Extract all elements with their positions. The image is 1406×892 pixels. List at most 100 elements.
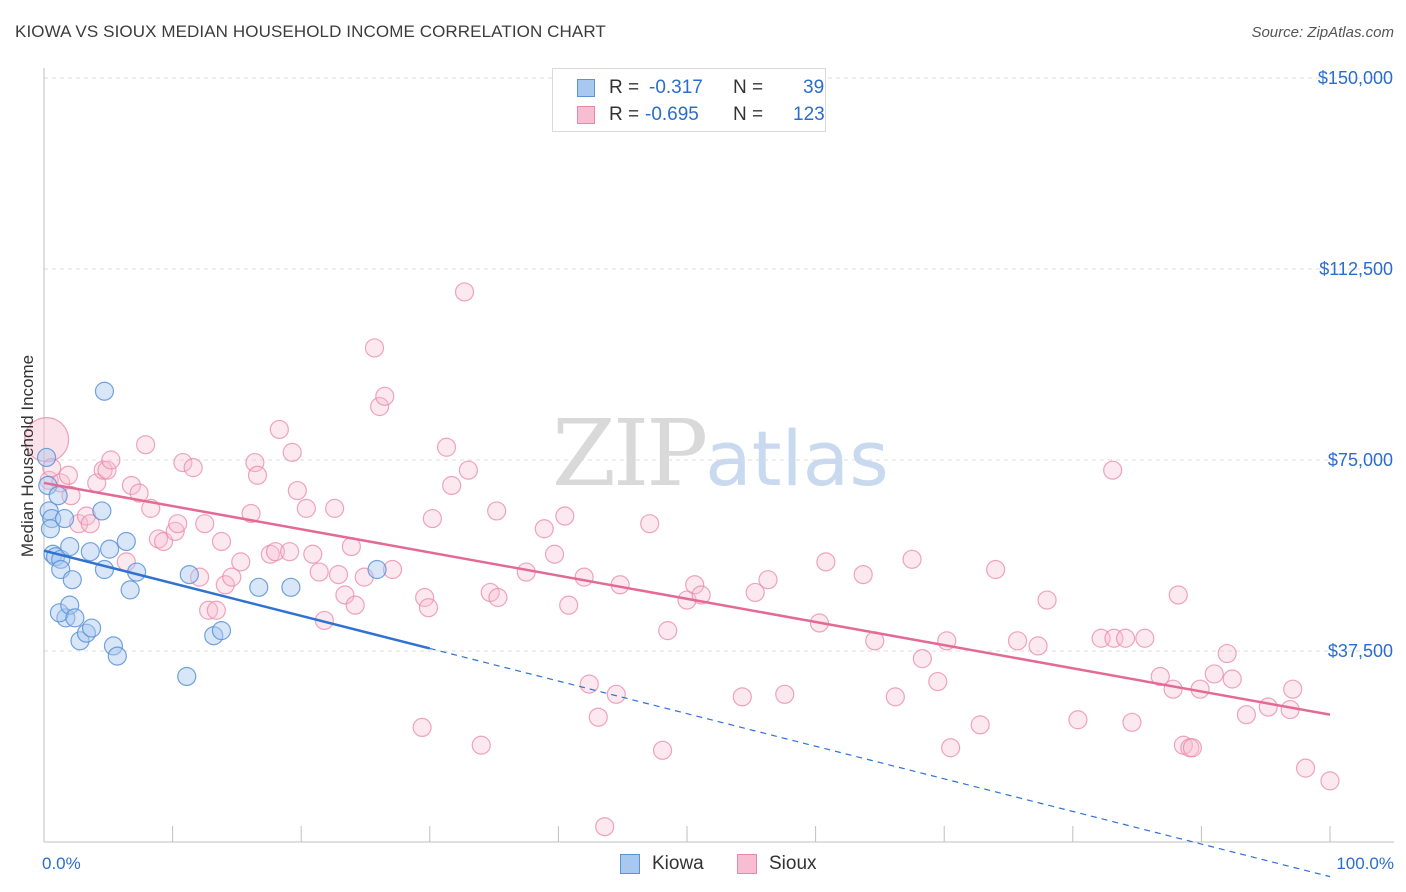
x-tick-label-min: 0.0% [42,854,81,873]
sioux-point [241,503,261,524]
kiowa-point [54,508,75,529]
kiowa-point [60,536,80,557]
sioux-point [559,595,579,615]
sioux-point [265,542,286,562]
sioux-point [970,715,990,735]
kiowa-trend-extension [429,647,1331,878]
sioux-point [775,684,795,704]
kiowa-swatch [577,79,595,97]
sioux-point [1222,669,1242,689]
sioux-point [206,600,226,620]
sioux-trend-line [43,481,1331,716]
sioux-point [1236,705,1257,725]
sioux-point [1104,628,1124,648]
sioux-point [1068,710,1088,730]
sioux-point [685,575,705,595]
sioux-point [902,549,922,569]
x-tick-label-max: 100.0% [1336,854,1394,873]
sioux-point [269,419,289,440]
kiowa-point [81,618,102,638]
legend-n-label: N = [733,77,764,98]
kiowa-points [36,381,387,687]
sioux-point [199,600,219,620]
kiowa-point [116,531,136,552]
sioux-point [1217,643,1237,664]
watermark-atlas: atlas [705,414,889,503]
sioux-point [595,817,615,837]
kiowa-point [94,381,115,401]
sioux-point [928,671,948,692]
kiowa-point [48,486,68,506]
kiowa-n-value: 39 [803,77,825,98]
sioux-point [325,498,345,518]
legend-n-label: N = [733,104,764,125]
sioux-point [1182,738,1202,758]
kiowa-point [60,595,80,615]
sioux-point [80,514,100,534]
sioux-point [1320,771,1340,791]
sioux-point [1135,628,1155,648]
sioux-point [282,442,302,462]
sioux-point [1168,585,1188,605]
sioux-legend-label: Sioux [769,853,817,874]
legend-r-label: R = [609,77,640,98]
sioux-point [173,452,193,473]
y-tick-labels: $37,500 $75,000 $112,500 $150,000 [1318,68,1393,661]
sioux-point [1115,628,1136,648]
sioux-point [1283,679,1303,699]
sioux-point [1037,590,1057,610]
sioux-point [97,460,117,480]
sioux-r-value: -0.695 [645,104,699,125]
kiowa-point [40,519,61,539]
sioux-point [23,417,70,463]
kiowa-point [36,447,57,468]
chart-title: KIOWA VS SIOUX MEDIAN HOUSEHOLD INCOME C… [15,22,606,41]
sioux-point [101,450,121,470]
y-tick-label: $112,500 [1319,259,1393,279]
sioux-point [853,564,873,585]
kiowa-point [80,542,100,562]
sioux-point [148,529,169,549]
sioux-point [335,585,355,605]
sioux-point [222,567,242,587]
y-axis-label: Median Household Income [18,355,37,557]
axes [43,68,1394,843]
sioux-point [1204,664,1224,684]
sioux-point [745,582,765,603]
sioux-point [183,458,203,478]
sioux-point [247,465,268,485]
sioux-point [1122,712,1142,732]
sioux-point [69,514,89,534]
sioux-n-value: 123 [793,104,825,125]
sioux-point [640,514,660,534]
sioux-point [1295,758,1316,778]
kiowa-point [177,666,197,687]
sioux-point [364,338,385,358]
sioux-point [487,501,507,521]
sioux-point [555,506,575,526]
sioux-point [885,687,905,707]
sioux-point [168,514,188,534]
y-tick-label: $75,000 [1328,450,1393,470]
sioux-point [231,552,251,572]
sioux-point [412,717,432,738]
sioux-point [488,587,508,608]
kiowa-legend-swatch [620,854,640,874]
sioux-point [816,552,836,572]
sioux-point [534,519,554,539]
kiowa-legend-label: Kiowa [652,853,704,874]
zipatlas-watermark: ZIPatlas [552,400,889,507]
sioux-point [382,559,403,580]
sioux-point [296,498,316,518]
kiowa-point [99,539,120,559]
kiowa-point [103,636,124,656]
kiowa-point [281,577,301,597]
sioux-point [280,542,300,562]
legend-r-label: R = [609,104,640,125]
sioux-point [1150,666,1170,687]
sioux-point [195,514,215,534]
kiowa-point [367,559,387,580]
kiowa-point [70,631,90,651]
sioux-point [328,564,349,585]
sioux-point [215,575,235,595]
